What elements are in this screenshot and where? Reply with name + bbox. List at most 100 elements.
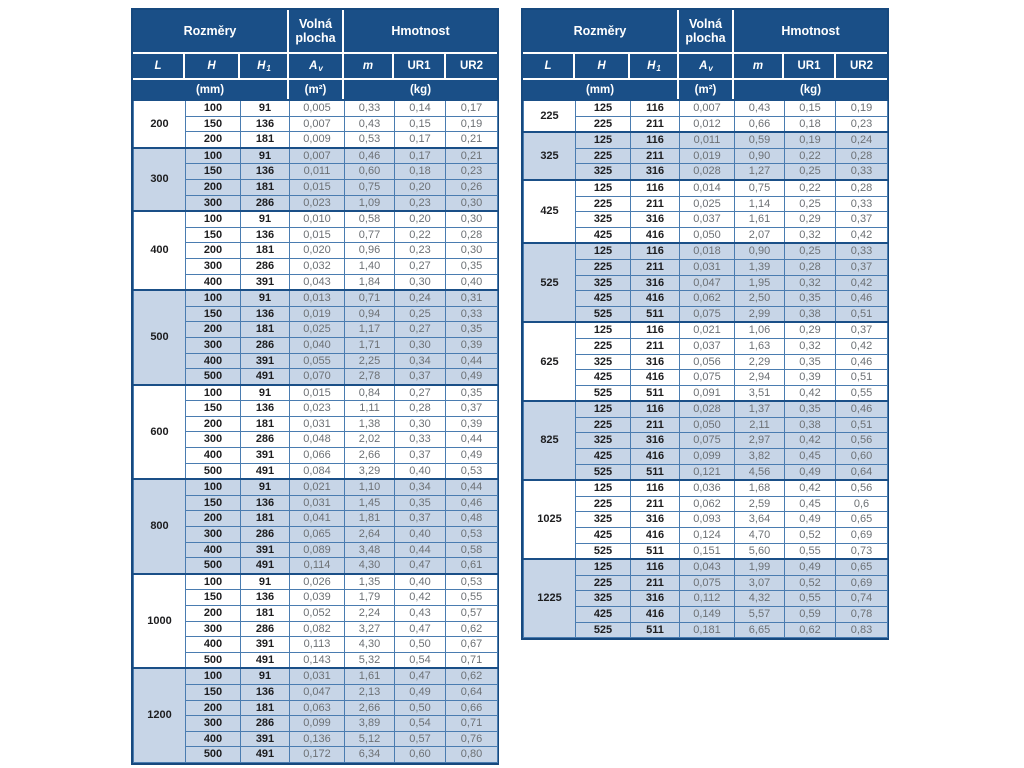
cell-UR2: 0,35 [445, 383, 498, 402]
cell-UR1: 0,47 [394, 557, 446, 575]
cell-H: 325 [575, 511, 631, 529]
cell-m: 1,61 [734, 211, 785, 228]
cell-Av: 0,025 [289, 321, 345, 338]
cell-UR1: 0,14 [394, 98, 446, 117]
table-row: 300 286 0,040 1,71 0,30 0,39 [134, 336, 498, 354]
header-rozmery: Rozměry [133, 10, 287, 52]
cell-m: 1,81 [344, 510, 395, 528]
cell-UR1: 0,59 [784, 606, 836, 623]
cell-H1: 391 [240, 636, 290, 653]
cell-m: 4,56 [734, 463, 785, 481]
cell-L: 325 [523, 131, 576, 181]
cell-Av: 0,089 [289, 541, 345, 559]
cell-Av: 0,023 [289, 194, 345, 212]
cell-H1: 181 [240, 415, 290, 433]
cell-UR2: 0,31 [445, 289, 498, 307]
cell-H: 200 [185, 415, 241, 433]
cell-H: 200 [185, 178, 241, 196]
table-row: 300 286 0,032 1,40 0,27 0,35 [134, 257, 498, 275]
cell-Av: 0,050 [679, 416, 735, 434]
cell-H1: 116 [630, 558, 680, 576]
cell-H: 425 [575, 369, 631, 386]
table-row: 525 125 116 0,018 0,90 0,25 0,33 [523, 242, 888, 323]
cell-H1: 511 [630, 463, 680, 481]
cell-UR1: 0,25 [784, 242, 836, 260]
cell-UR1: 0,54 [394, 715, 446, 732]
table-row: 225 211 0,019 0,90 0,22 0,28 [524, 147, 888, 165]
cell-H1: 116 [630, 400, 680, 418]
cell-H1: 286 [240, 194, 290, 212]
cell-m: 6,34 [344, 746, 395, 763]
cell-H1: 91 [240, 383, 290, 402]
col-header-UR2: UR2 [446, 54, 497, 78]
cell-UR2: 0,44 [445, 352, 498, 370]
table-row: 200 181 0,015 0,75 0,20 0,26 [134, 178, 498, 196]
cell-m: 1,11 [344, 400, 395, 417]
cell-UR1: 0,42 [784, 384, 836, 402]
cell-UR1: 0,29 [784, 321, 836, 339]
table-row: 425 416 0,099 3,82 0,45 0,60 [524, 448, 888, 465]
cell-UR2: 0,21 [445, 146, 498, 165]
cell-Av: 0,099 [289, 715, 345, 732]
cell-H: 150 [185, 226, 241, 244]
cell-m: 2,13 [344, 683, 395, 701]
cell-Av: 0,026 [289, 572, 345, 591]
cell-Av: 0,021 [289, 478, 345, 496]
cell-UR2: 0,74 [835, 590, 888, 607]
cell-L: 500 [133, 289, 186, 386]
cell-L: 200 [133, 99, 186, 149]
cell-H1: 416 [630, 290, 680, 307]
cell-m: 1,39 [734, 258, 785, 276]
cell-UR1: 0,29 [784, 211, 836, 228]
cell-H1: 211 [630, 115, 680, 133]
cell-UR2: 0,19 [835, 98, 888, 117]
cell-Av: 0,070 [289, 368, 345, 386]
cell-Av: 0,028 [679, 163, 735, 181]
col-header-Av-sub: v [318, 63, 323, 73]
cell-Av: 0,056 [679, 353, 735, 371]
cell-H: 225 [575, 495, 631, 513]
cell-Av: 0,136 [289, 730, 345, 748]
header-hmotnost: Hmotnost [344, 10, 497, 52]
cell-m: 1,68 [734, 479, 785, 497]
cell-L: 600 [133, 383, 186, 480]
cell-m: 0,43 [734, 98, 785, 117]
cell-H1: 91 [240, 289, 290, 307]
cell-UR1: 0,32 [784, 226, 836, 244]
cell-UR2: 0,30 [445, 210, 498, 228]
cell-L: 625 [523, 321, 576, 402]
cell-H: 125 [575, 400, 631, 418]
cell-H: 500 [185, 462, 241, 480]
cell-H1: 511 [630, 542, 680, 560]
cell-H1: 116 [630, 479, 680, 497]
cell-H: 225 [575, 147, 631, 165]
cell-H1: 316 [630, 353, 680, 371]
cell-UR2: 0,46 [835, 290, 888, 307]
header-volna-plocha: Volná plocha [289, 10, 342, 52]
cell-UR2: 0,65 [835, 511, 888, 529]
cell-H1: 286 [240, 431, 290, 449]
cell-H1: 116 [630, 178, 680, 197]
col-header-H1-base: H [647, 60, 656, 72]
cell-H: 500 [185, 651, 241, 669]
cell-UR1: 0,34 [394, 478, 446, 496]
unit-mm: (mm) [133, 80, 287, 99]
cell-m: 1,37 [734, 400, 785, 418]
table-row: 400 391 0,066 2,66 0,37 0,49 [134, 447, 498, 464]
cell-Av: 0,093 [679, 511, 735, 529]
cell-H1: 316 [630, 274, 680, 292]
cell-Av: 0,075 [679, 305, 735, 323]
cell-H1: 136 [240, 589, 290, 606]
cell-UR1: 0,33 [394, 431, 446, 449]
cell-m: 4,30 [344, 557, 395, 575]
table-row: 325 316 0,056 2,29 0,35 0,46 [524, 353, 888, 371]
cell-UR1: 0,20 [394, 210, 446, 228]
cell-UR1: 0,47 [394, 667, 446, 685]
cell-m: 0,94 [344, 305, 395, 323]
cell-Av: 0,062 [679, 495, 735, 513]
cell-H: 525 [575, 384, 631, 402]
cell-Av: 0,005 [289, 98, 345, 117]
col-header-L: L [523, 54, 573, 78]
